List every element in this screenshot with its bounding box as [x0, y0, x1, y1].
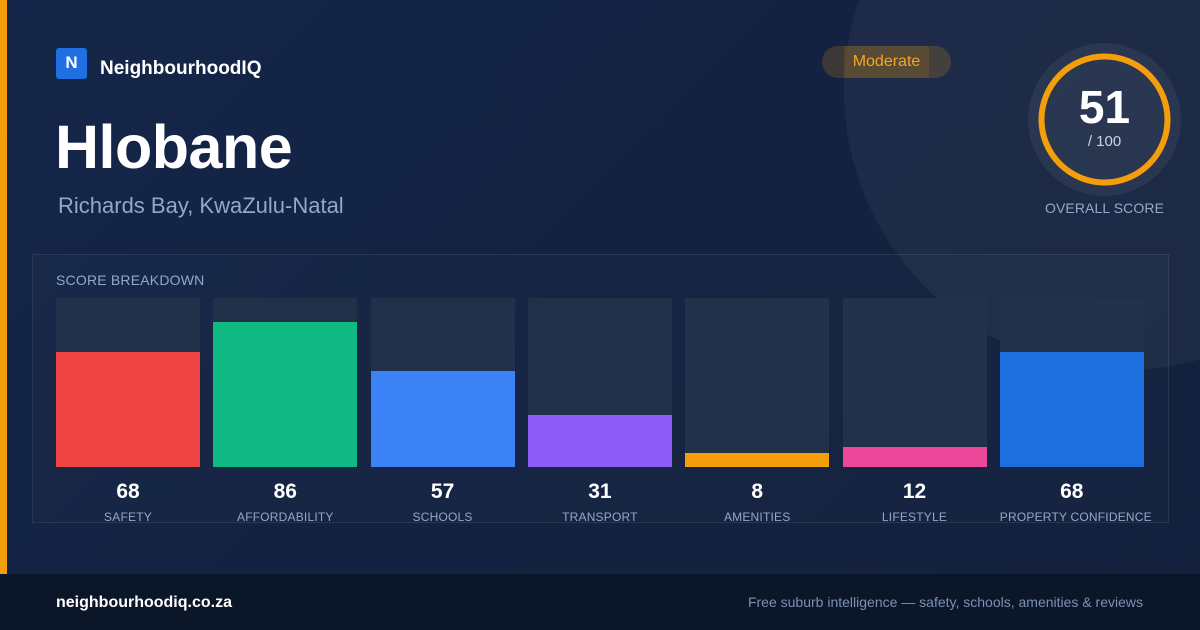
- overall-score-label: OVERALL SCORE: [1044, 200, 1165, 216]
- bar-column: 68 SAFETY: [56, 298, 200, 524]
- footer: neighbourhoodiq.co.za Free suburb intell…: [0, 574, 1200, 630]
- bar-fill: [56, 352, 200, 467]
- brand-logo-icon: N: [56, 47, 87, 79]
- bar-label: PROPERTY CONFIDENCE: [999, 510, 1152, 524]
- bar-track: [213, 298, 358, 467]
- score-breakdown: SCORE BREAKDOWN 68 SAFETY 86 AFFORDABILITY 5…: [32, 254, 1169, 524]
- bar-fill: [685, 453, 830, 467]
- bar-value: 68: [116, 480, 140, 503]
- bar-track: [999, 298, 1144, 467]
- bar-fill: [370, 371, 515, 467]
- bar-column: 68 PROPERTY CONFIDENCE: [999, 298, 1152, 524]
- accent-bar: [0, 0, 7, 574]
- overall-score-ring: 51 / 100: [1028, 43, 1181, 196]
- bar-label: AFFORDABILITY: [236, 510, 334, 524]
- score-ring-icon: [1038, 53, 1171, 186]
- rating-badge: Moderate: [822, 46, 951, 78]
- footer-domain: neighbourhoodiq.co.za: [56, 594, 232, 611]
- rating-badge-label: Moderate: [852, 53, 921, 70]
- bar-label: SAFETY: [104, 510, 152, 524]
- brand-name: NeighbourhoodIQ: [100, 58, 262, 79]
- bar-value: 31: [588, 480, 612, 503]
- bar-column: 31 TRANSPORT: [527, 298, 672, 524]
- overall-score-value: 51: [1078, 81, 1131, 133]
- bar-label: SCHOOLS: [412, 510, 473, 524]
- footer-tagline: Free suburb intelligence — safety, schoo…: [747, 594, 1143, 610]
- overall-score-max: / 100: [1087, 133, 1122, 150]
- bar-fill: [999, 352, 1144, 467]
- bar-track: [842, 298, 987, 467]
- bar-column: 12 LIFESTYLE: [842, 298, 987, 524]
- bar-track: [56, 298, 200, 467]
- bar-fill: [213, 322, 358, 467]
- bar-fill: [527, 415, 672, 467]
- suburb-title: Hlobane: [55, 113, 293, 181]
- bar-value: 68: [1060, 480, 1084, 503]
- bar-label: TRANSPORT: [562, 510, 638, 524]
- bar-label: LIFESTYLE: [881, 510, 948, 524]
- bar-column: 86 AFFORDABILITY: [213, 298, 358, 524]
- breakdown-title: SCORE BREAKDOWN: [56, 272, 205, 288]
- bar-fill: [842, 447, 987, 467]
- bar-track: [370, 298, 515, 467]
- bar-column: 57 SCHOOLS: [370, 298, 515, 524]
- bar-track: [527, 298, 672, 467]
- bar-value: 8: [751, 480, 764, 503]
- bar-value: 57: [430, 480, 455, 503]
- bar-value: 12: [902, 480, 927, 503]
- bar-column: 8 AMENITIES: [685, 298, 830, 524]
- suburb-location: Richards Bay, KwaZulu-Natal: [58, 193, 344, 218]
- brand: N NeighbourhoodIQ: [56, 46, 261, 80]
- bar-value: 86: [273, 480, 297, 503]
- bar-label: AMENITIES: [723, 510, 791, 524]
- bar-track: [685, 298, 830, 467]
